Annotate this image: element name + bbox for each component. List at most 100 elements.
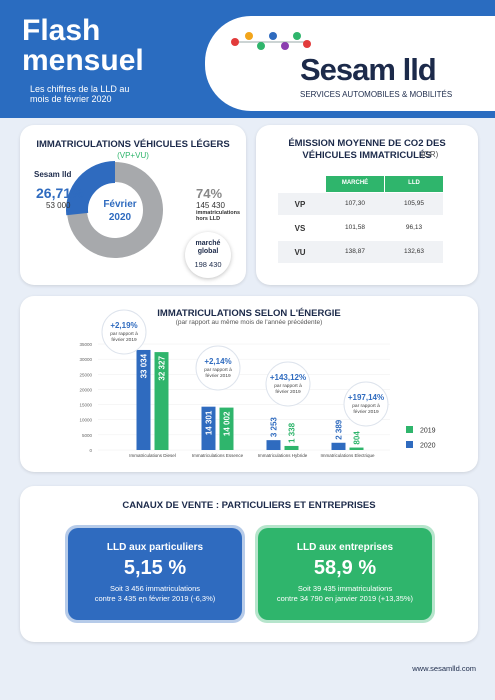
- table-header-cell: [326, 176, 384, 192]
- table-row: [278, 217, 443, 239]
- annotation-note: par rapport à février 2019: [110, 332, 138, 343]
- channel-line: Soit 39 435 immatriculations: [297, 584, 393, 593]
- y-tick-label: 20000: [79, 387, 92, 392]
- table-header: MARCHÉ: [341, 180, 369, 186]
- annotation-badge: [101, 309, 147, 355]
- channel-line: contre 3 435 en février 2019 (-6,3%): [94, 594, 216, 603]
- row-label: VU: [294, 248, 306, 257]
- annotation-badge: [195, 345, 241, 391]
- title-line: Flash: [22, 14, 101, 47]
- chart-card: [20, 296, 478, 472]
- annotation-value: +143,12%: [270, 373, 306, 382]
- row-label: VS: [294, 224, 306, 233]
- table-row: [278, 193, 443, 215]
- annotation-badge: [343, 381, 389, 427]
- annotation-value: +2,19%: [110, 321, 137, 330]
- card-subtitle: (GR): [421, 150, 439, 159]
- table-cell: 138,87: [345, 248, 365, 255]
- table-header-cell: [385, 176, 443, 192]
- annotation-value: +2,14%: [204, 357, 231, 366]
- donut-center: Février 2020: [103, 199, 137, 223]
- footer-url: www.sesamlld.com: [412, 664, 476, 673]
- lld-share: 26,71%: [36, 185, 84, 201]
- market-label: marché global: [195, 240, 221, 255]
- donut-segment: [67, 162, 163, 258]
- logo-panel: [205, 16, 495, 111]
- y-tick-label: 10000: [79, 418, 92, 423]
- row-label: VP: [294, 200, 306, 209]
- legend-label: 2020: [420, 443, 436, 450]
- annotation-note: par rapport à février 2019: [352, 404, 380, 415]
- bar: [219, 407, 234, 450]
- annotation-value: +197,14%: [348, 393, 384, 402]
- title-line: mensuel: [22, 44, 144, 77]
- market-badge: [185, 232, 231, 278]
- channel-value: 5,15 %: [123, 557, 187, 579]
- other-count: 145 430: [196, 201, 225, 210]
- table-cell: 132,63: [404, 248, 424, 255]
- lld-count: 53 000: [46, 201, 71, 210]
- channel-line: contre 34 790 en janvier 2019 (+13,35%): [276, 594, 414, 603]
- legend-swatch: [406, 426, 413, 433]
- card-title: CANAUX DE VENTE : PARTICULIERS ET ENTREP…: [122, 500, 376, 511]
- channel-box: [68, 528, 242, 620]
- chart-title: IMMATRICULATIONS SELON L'ÉNERGIE: [157, 308, 341, 319]
- x-tick-label: Immatriculations Electrique: [320, 453, 375, 458]
- table-cell: 105,95: [404, 200, 424, 207]
- bar: [154, 352, 169, 450]
- table-header: LLD: [408, 180, 420, 186]
- channel-title: LLD aux entreprises: [296, 542, 394, 553]
- bar: [284, 445, 299, 450]
- mini-logo: Sesam lld: [34, 170, 72, 179]
- tagline: SERVICES AUTOMOBILES & MOBILITÉS: [300, 90, 453, 99]
- value-label: 14 301: [205, 410, 214, 435]
- other-note: immatriculations hors LLD: [196, 210, 241, 222]
- value-label: 3 253: [270, 417, 279, 438]
- subtitle: Les chiffres de la LLD au mois de févrie…: [30, 84, 130, 104]
- legend-swatch: [406, 441, 413, 448]
- bar: [266, 440, 281, 450]
- channel-line: Soit 3 456 immatriculations: [109, 584, 201, 593]
- table-cell: 96,13: [405, 224, 423, 231]
- bar: [349, 447, 364, 450]
- card-subtitle: (VP+VU): [117, 151, 149, 160]
- x-tick-label: Immatriculations Diesel: [129, 453, 176, 458]
- card-title: ÉMISSION MOYENNE DE CO2 DES VÉHICULES IM…: [288, 138, 446, 161]
- y-tick-label: 25000: [79, 372, 92, 377]
- logo: Sesam lld: [300, 52, 437, 87]
- value-label: 2 389: [335, 419, 344, 440]
- x-tick-label: Immatriculations Essence: [191, 453, 244, 458]
- table-cell: 101,58: [345, 224, 365, 231]
- y-tick-label: 30000: [79, 357, 92, 362]
- y-tick-label: 0: [89, 448, 92, 453]
- value-label: 32 327: [158, 356, 167, 381]
- market-count: 198 430: [194, 260, 222, 269]
- y-tick-label: 35000: [79, 342, 92, 347]
- bar: [136, 349, 151, 450]
- channel-title: LLD aux particuliers: [106, 542, 204, 553]
- channel-box: [258, 528, 432, 620]
- annotation-note: par rapport à février 2019: [204, 368, 232, 379]
- donut-segment: [66, 161, 116, 216]
- y-tick-label: 15000: [79, 403, 92, 408]
- table-cell: 107,30: [345, 200, 365, 207]
- annotation-note: par rapport à février 2019: [274, 384, 302, 395]
- value-label: 1 338: [288, 422, 297, 443]
- logo-dots: [231, 32, 311, 50]
- value-label: 804: [353, 431, 362, 445]
- card-title: IMMATRICULATIONS VÉHICULES LÉGERS: [36, 139, 230, 150]
- bar: [201, 406, 216, 450]
- other-share: 74%: [196, 186, 223, 201]
- chart-subtitle: (par rapport au même mois de l'année pré…: [175, 319, 323, 326]
- legend-label: 2019: [420, 428, 436, 435]
- donut: [66, 161, 163, 258]
- x-tick-label: Immatriculations Hybride: [257, 453, 308, 458]
- channel-value: 58,9 %: [313, 557, 377, 579]
- value-label: 33 034: [140, 353, 149, 378]
- annotation-badge: [265, 361, 311, 407]
- bar: [331, 442, 346, 450]
- table-row: [278, 241, 443, 263]
- energy-chart: 0 5000 10000 15000 20000 25000 30000 35000 33 03…: [79, 309, 436, 453]
- value-label: 14 002: [223, 411, 232, 436]
